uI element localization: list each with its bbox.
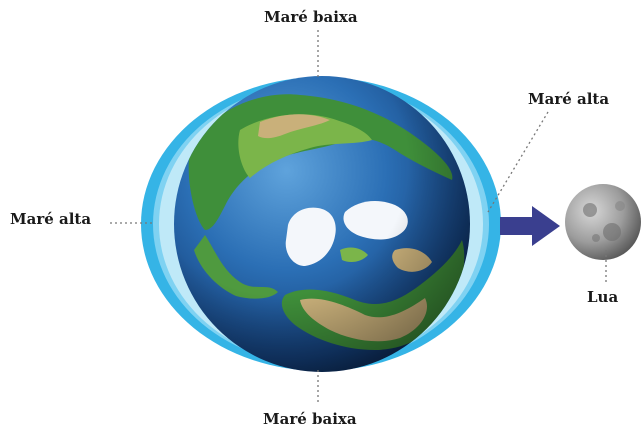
label-low-tide-bottom: Maré baixa (263, 410, 357, 428)
direction-arrow (500, 206, 560, 246)
moon (565, 184, 641, 260)
earth-globe (174, 76, 470, 372)
label-high-tide-left: Maré alta (10, 210, 92, 228)
label-low-tide-top: Maré baixa (264, 8, 358, 26)
label-moon: Lua (587, 288, 619, 306)
label-high-tide-right: Maré alta (528, 90, 610, 108)
